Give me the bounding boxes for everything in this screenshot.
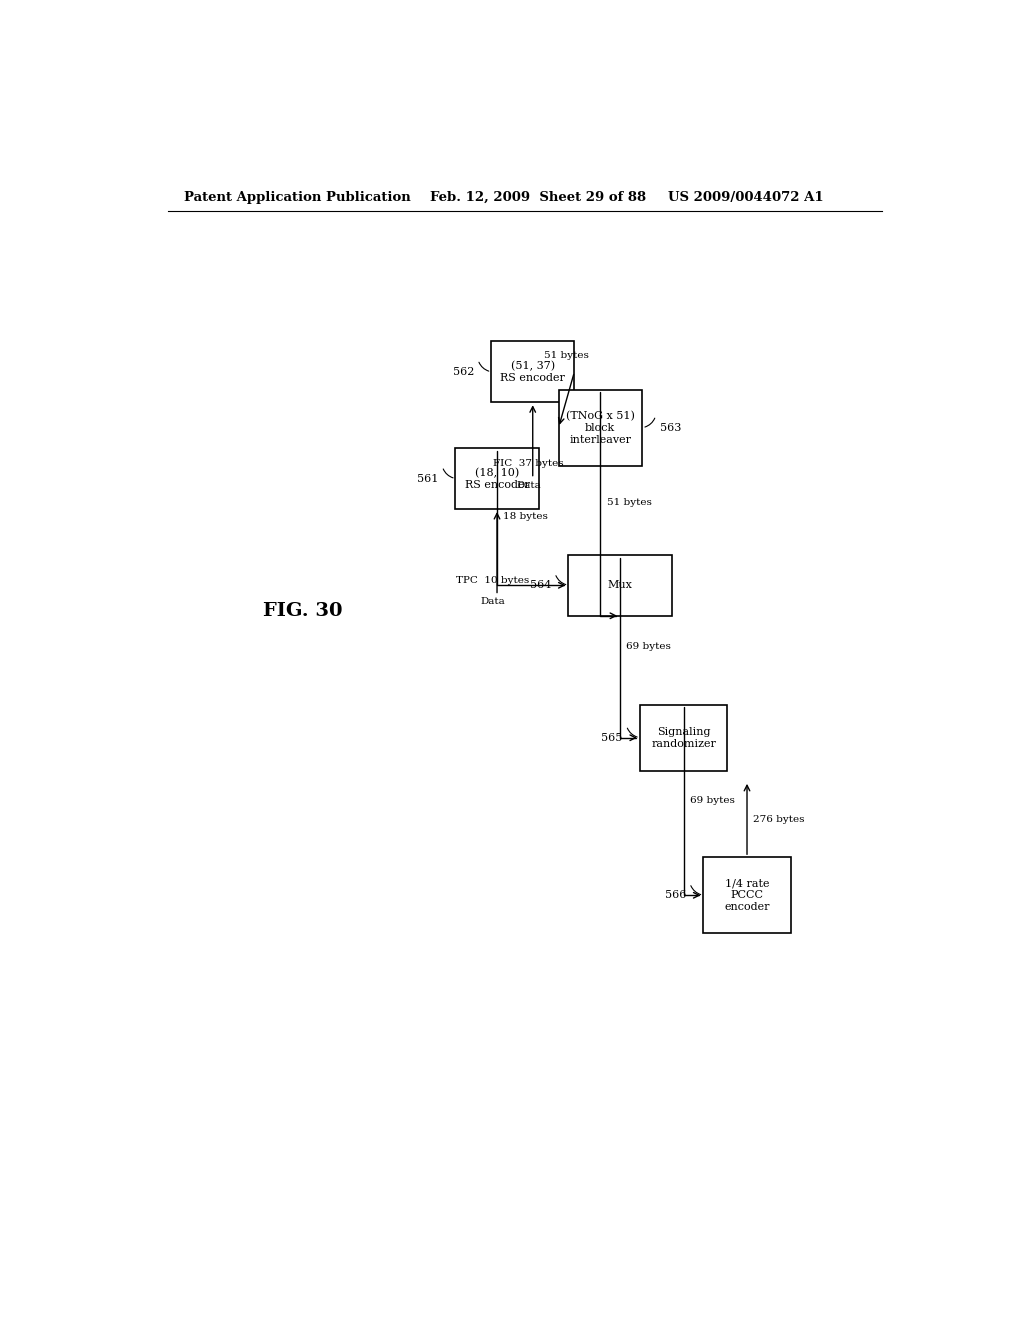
Text: 1/4 rate
PCCC
encoder: 1/4 rate PCCC encoder bbox=[724, 879, 770, 912]
Text: 566: 566 bbox=[665, 890, 686, 900]
Text: FIC  37 bytes: FIC 37 bytes bbox=[494, 459, 564, 469]
Text: Data: Data bbox=[480, 598, 506, 606]
Text: 563: 563 bbox=[659, 422, 681, 433]
Bar bbox=[568, 554, 672, 616]
Text: 565: 565 bbox=[601, 733, 623, 743]
Bar bbox=[640, 705, 727, 771]
Text: Mux: Mux bbox=[607, 581, 633, 590]
Bar bbox=[456, 447, 539, 510]
Text: (51, 37)
RS encoder: (51, 37) RS encoder bbox=[501, 360, 565, 383]
Text: TPC  10 bytes: TPC 10 bytes bbox=[457, 577, 529, 585]
Text: Signaling
randomizer: Signaling randomizer bbox=[651, 727, 716, 748]
Text: 69 bytes: 69 bytes bbox=[627, 642, 672, 651]
Text: Feb. 12, 2009  Sheet 29 of 88: Feb. 12, 2009 Sheet 29 of 88 bbox=[430, 190, 646, 203]
Text: 51 bytes: 51 bytes bbox=[606, 498, 651, 507]
Text: Patent Application Publication: Patent Application Publication bbox=[183, 190, 411, 203]
Text: (18, 10)
RS encoder: (18, 10) RS encoder bbox=[465, 467, 529, 490]
Bar bbox=[703, 857, 791, 933]
Text: Data: Data bbox=[516, 480, 541, 490]
Text: 69 bytes: 69 bytes bbox=[690, 796, 735, 804]
Text: US 2009/0044072 A1: US 2009/0044072 A1 bbox=[668, 190, 823, 203]
Bar bbox=[492, 342, 574, 403]
Text: 562: 562 bbox=[453, 367, 474, 376]
Text: 561: 561 bbox=[417, 474, 438, 483]
Text: 564: 564 bbox=[529, 581, 551, 590]
Bar bbox=[558, 389, 642, 466]
Text: 276 bytes: 276 bytes bbox=[754, 814, 805, 824]
Text: (TNoG x 51)
block
interleaver: (TNoG x 51) block interleaver bbox=[565, 411, 635, 445]
Text: FIG. 30: FIG. 30 bbox=[263, 602, 342, 619]
Text: 18 bytes: 18 bytes bbox=[504, 512, 548, 521]
Text: 51 bytes: 51 bytes bbox=[544, 351, 589, 359]
